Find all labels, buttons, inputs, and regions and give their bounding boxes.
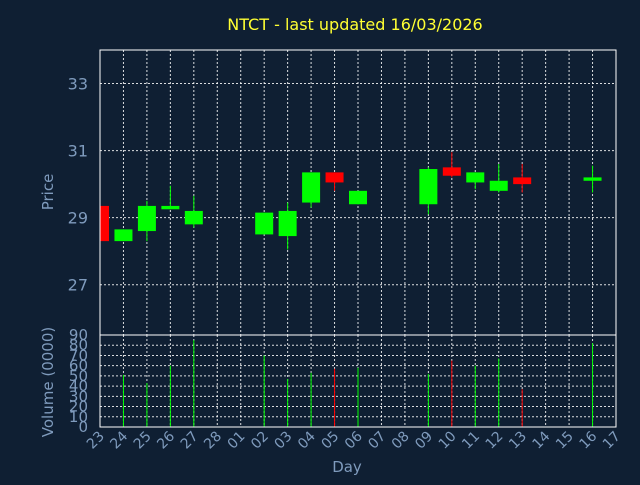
candle-body-24 <box>114 229 133 242</box>
day-tick-26: 26 <box>154 428 178 452</box>
candle-body-03 <box>278 210 297 237</box>
day-tick-14: 14 <box>530 428 554 452</box>
candle-body-10 <box>442 167 461 176</box>
candle-body-16 <box>583 177 602 181</box>
day-tick-16: 16 <box>576 428 600 452</box>
day-tick-labels: 23 24 25 26 27 28 01 02 03 04 05 06 07 08 09 10 11 12 13 14… <box>84 428 624 452</box>
price-tick-33: 33 <box>68 75 88 94</box>
day-tick-25: 25 <box>131 429 155 453</box>
price-tick-31: 31 <box>68 142 88 161</box>
day-tick-17: 17 <box>600 429 624 453</box>
volume-tick-50: 50 <box>69 367 88 385</box>
volume-tick-0: 0 <box>78 418 88 436</box>
day-tick-09: 09 <box>412 429 436 453</box>
price-axis-label: Price <box>39 174 57 211</box>
candle-body-13 <box>513 177 532 185</box>
volume-tick-80: 80 <box>69 336 88 354</box>
day-tick-15: 15 <box>553 429 577 453</box>
candle-body-26 <box>161 205 180 210</box>
candle-body-04 <box>302 172 321 203</box>
day-tick-13: 13 <box>506 429 530 453</box>
candle-body-02 <box>255 212 274 235</box>
price-tick-labels: 27 29 31 33 <box>68 75 88 295</box>
chart-title: NTCT - last updated 16/03/2026 <box>227 15 482 34</box>
day-tick-05: 05 <box>318 429 342 453</box>
day-tick-28: 28 <box>201 429 225 453</box>
day-tick-24: 24 <box>107 428 131 452</box>
candle-body-11 <box>466 172 485 183</box>
candle-body-06 <box>349 190 367 205</box>
volume-tick-30: 30 <box>69 387 88 405</box>
price-gridlines <box>100 50 616 335</box>
day-tick-04: 04 <box>295 428 319 452</box>
candle-body-25 <box>137 205 156 232</box>
day-tick-12: 12 <box>483 429 507 453</box>
day-tick-02: 02 <box>248 429 272 453</box>
day-tick-27: 27 <box>178 429 202 453</box>
volume-tick-40: 40 <box>69 377 88 395</box>
day-tick-01: 01 <box>225 429 249 453</box>
day-tick-07: 07 <box>365 429 389 453</box>
candle-body-09 <box>419 169 438 205</box>
volume-tick-10: 10 <box>69 408 88 426</box>
day-tick-10: 10 <box>436 429 460 453</box>
volume-tick-90: 90 <box>69 326 88 344</box>
candle-body-23 <box>100 205 109 242</box>
volume-tick-20: 20 <box>69 398 88 416</box>
volume-tick-60: 60 <box>69 357 88 375</box>
candle-body-27 <box>184 210 203 225</box>
candle-body-12 <box>489 180 508 191</box>
volume-axis-label: Volume (0000) <box>39 327 57 437</box>
candles <box>99 152 602 250</box>
day-tick-08: 08 <box>389 429 413 453</box>
volume-tick-70: 70 <box>69 346 88 364</box>
price-tick-27: 27 <box>68 276 88 295</box>
x-axis-label: Day <box>332 458 362 476</box>
candle-body-05 <box>325 172 344 183</box>
price-tick-29: 29 <box>68 209 88 228</box>
day-tick-06: 06 <box>342 428 366 452</box>
volume-panel-frame <box>99 334 617 428</box>
volume-bars <box>122 340 594 427</box>
day-tick-03: 03 <box>272 429 296 453</box>
day-tick-11: 11 <box>459 429 483 453</box>
